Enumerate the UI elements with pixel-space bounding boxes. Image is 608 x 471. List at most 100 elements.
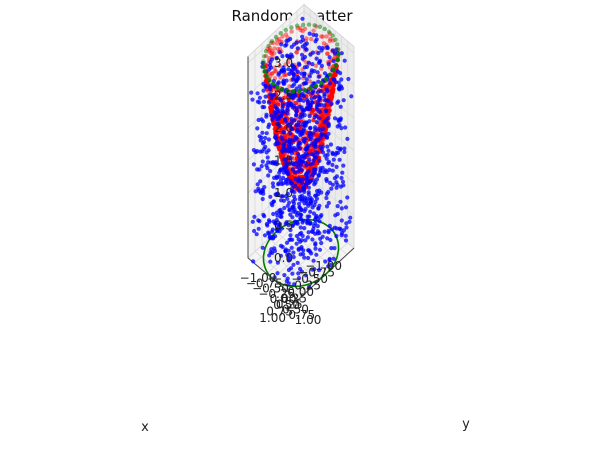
rim-point xyxy=(331,67,336,73)
rim-point xyxy=(269,39,275,44)
random-point xyxy=(262,233,268,238)
random-point xyxy=(314,196,320,201)
bowl-point xyxy=(268,74,273,79)
random-point xyxy=(325,236,330,241)
random-point xyxy=(298,225,303,230)
random-point xyxy=(284,240,290,245)
random-point xyxy=(289,245,294,250)
random-point xyxy=(281,142,286,147)
random-point xyxy=(284,193,289,199)
random-point xyxy=(292,169,297,175)
bowl-point xyxy=(267,71,272,76)
random-point xyxy=(286,258,291,263)
random-point xyxy=(328,180,333,185)
rim-point xyxy=(327,72,333,77)
random-point xyxy=(326,116,331,121)
random-point xyxy=(275,271,280,276)
random-point xyxy=(348,215,353,220)
bowl-point xyxy=(283,62,288,67)
random-point xyxy=(291,250,296,255)
random-point xyxy=(314,120,319,125)
random-point xyxy=(339,51,344,56)
random-point xyxy=(289,116,294,122)
random-point xyxy=(281,165,286,170)
random-point xyxy=(331,157,336,162)
rim-point xyxy=(317,24,323,29)
rim-point xyxy=(333,37,338,42)
random-point xyxy=(283,43,288,48)
rim-point xyxy=(266,43,271,49)
random-point xyxy=(289,146,295,151)
z-tick-label: 2.0 xyxy=(274,121,293,135)
random-point xyxy=(307,130,312,135)
random-point xyxy=(275,213,280,218)
random-point xyxy=(325,45,330,50)
random-point xyxy=(311,258,316,263)
random-point xyxy=(315,189,320,194)
random-point xyxy=(285,203,290,208)
bowl-point xyxy=(268,50,274,56)
random-point xyxy=(288,233,293,238)
random-point xyxy=(302,54,308,60)
random-point xyxy=(313,125,318,130)
random-point xyxy=(306,230,311,235)
bowl-point xyxy=(327,65,332,70)
random-point xyxy=(316,50,321,56)
random-point xyxy=(284,139,289,144)
random-point xyxy=(291,75,296,80)
random-point xyxy=(329,186,334,191)
random-point xyxy=(294,213,300,218)
random-point xyxy=(306,255,311,261)
random-point xyxy=(327,167,332,172)
random-point xyxy=(272,248,278,254)
random-point xyxy=(308,126,313,131)
bowl-point xyxy=(275,102,281,107)
random-point xyxy=(314,252,319,257)
random-point xyxy=(336,99,341,104)
random-point xyxy=(268,65,274,70)
random-point xyxy=(260,130,265,135)
random-point xyxy=(273,134,278,139)
random-point xyxy=(281,130,286,135)
random-point xyxy=(305,235,310,240)
random-point xyxy=(255,149,260,154)
random-point xyxy=(306,60,311,65)
random-point xyxy=(280,194,285,199)
random-point xyxy=(297,84,302,89)
bowl-point xyxy=(326,104,332,109)
bowl-point xyxy=(329,94,335,99)
rim-point xyxy=(290,89,296,94)
random-point xyxy=(294,241,299,246)
random-point xyxy=(277,170,282,175)
random-point xyxy=(313,150,318,155)
random-point xyxy=(317,230,322,236)
random-point xyxy=(296,144,301,149)
random-point xyxy=(285,171,290,176)
bowl-point xyxy=(304,130,309,136)
random-point xyxy=(300,108,305,113)
random-point xyxy=(302,74,307,79)
random-point xyxy=(272,109,277,115)
random-point xyxy=(255,126,260,131)
random-point xyxy=(322,229,327,234)
random-point xyxy=(343,238,349,243)
bowl-point xyxy=(321,41,327,46)
random-point xyxy=(346,76,351,82)
random-point xyxy=(280,105,285,110)
random-point xyxy=(316,126,321,131)
random-point xyxy=(276,222,281,227)
random-point xyxy=(343,233,348,238)
x-axis-label: x xyxy=(141,420,149,435)
random-point xyxy=(343,125,348,130)
random-point xyxy=(337,87,342,92)
random-point xyxy=(334,185,339,190)
random-point xyxy=(341,183,346,188)
bowl-point xyxy=(333,72,338,78)
random-point xyxy=(326,98,331,104)
random-point xyxy=(283,180,289,185)
random-point xyxy=(322,71,328,76)
rim-point xyxy=(262,54,267,59)
random-point xyxy=(278,253,284,258)
rim-point xyxy=(295,23,300,28)
random-point xyxy=(293,92,298,97)
